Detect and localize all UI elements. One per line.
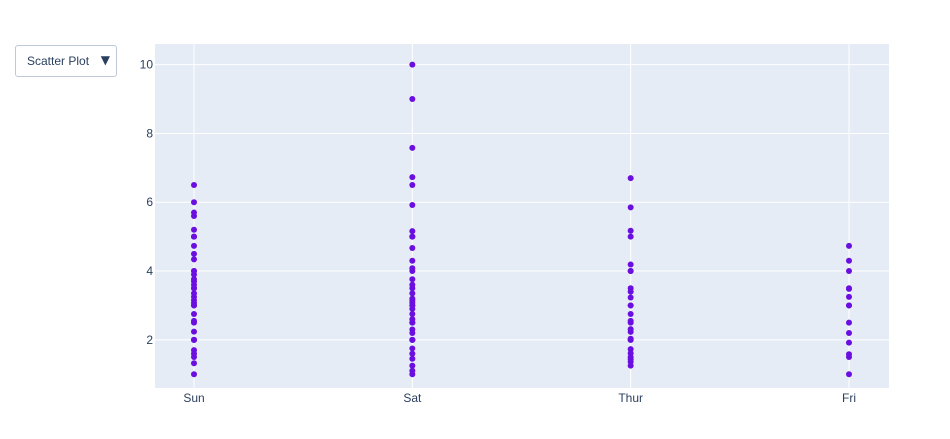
y-tick-label: 2 <box>146 333 153 347</box>
data-point <box>627 285 634 292</box>
data-point <box>846 285 852 292</box>
data-point <box>846 351 852 358</box>
data-point <box>409 233 416 240</box>
data-point <box>846 293 852 300</box>
data-point <box>191 317 197 324</box>
y-axis-tick-labels: 2 4 6 8 10 <box>140 58 154 347</box>
data-point <box>846 257 852 264</box>
data-point <box>627 227 634 234</box>
data-point <box>627 294 634 301</box>
data-point <box>191 360 197 367</box>
data-point <box>191 328 197 335</box>
data-point <box>409 290 416 297</box>
plot-type-dropdown[interactable]: Scatter Plot ▼ <box>15 45 117 77</box>
data-point <box>191 182 197 189</box>
data-points <box>191 61 852 378</box>
x-axis-tick-labels: Sun Sat Thur Fri <box>183 391 856 405</box>
data-point <box>627 317 634 324</box>
data-point <box>627 233 634 240</box>
data-point <box>409 182 416 189</box>
data-point <box>191 347 197 354</box>
data-point <box>409 61 416 68</box>
data-point <box>409 201 416 208</box>
y-tick-label: 4 <box>146 264 153 278</box>
data-point <box>409 355 416 362</box>
data-point <box>627 326 634 333</box>
x-tick-label: Thur <box>618 391 643 405</box>
data-point <box>409 316 416 323</box>
y-tick-label: 8 <box>146 126 153 140</box>
data-point <box>409 350 416 357</box>
data-point <box>846 302 852 309</box>
data-point <box>846 319 852 326</box>
data-point <box>627 302 634 309</box>
data-point <box>191 336 197 343</box>
data-point <box>191 242 197 249</box>
data-point <box>627 311 634 318</box>
data-point <box>846 329 852 336</box>
data-point <box>191 209 197 216</box>
plot-type-dropdown-label: Scatter Plot <box>27 54 90 68</box>
data-point <box>409 244 416 251</box>
plot-area <box>155 44 889 388</box>
data-point <box>409 144 416 151</box>
data-point <box>191 256 197 263</box>
data-point <box>627 335 634 342</box>
data-point <box>409 257 416 264</box>
data-point <box>409 367 416 374</box>
data-point <box>409 311 416 318</box>
data-point <box>627 261 634 268</box>
data-point <box>191 199 197 206</box>
data-point <box>191 233 197 240</box>
data-point <box>191 371 197 378</box>
data-point <box>846 268 852 275</box>
data-point <box>627 204 634 211</box>
data-point <box>191 276 197 283</box>
x-tick-label: Sun <box>183 391 204 405</box>
data-point <box>627 175 634 182</box>
y-tick-label: 6 <box>146 195 153 209</box>
data-point <box>409 336 416 343</box>
data-point <box>409 96 416 103</box>
data-point <box>409 174 416 181</box>
x-tick-label: Fri <box>842 391 856 405</box>
data-point <box>409 326 416 333</box>
data-point <box>191 250 197 257</box>
data-point <box>627 346 634 353</box>
data-point <box>627 350 634 357</box>
data-point <box>191 311 197 318</box>
data-point <box>409 281 416 288</box>
data-point <box>191 226 197 233</box>
x-tick-label: Sat <box>403 391 422 405</box>
data-point <box>846 242 852 249</box>
data-point <box>846 371 852 378</box>
data-point <box>191 290 197 297</box>
data-point <box>409 265 416 272</box>
data-point <box>409 228 416 235</box>
data-point <box>627 268 634 275</box>
data-point <box>409 345 416 352</box>
data-point <box>191 268 197 275</box>
y-tick-label: 10 <box>140 58 154 72</box>
data-point <box>409 362 416 369</box>
data-point <box>409 276 416 283</box>
triangle-down-icon: ▼ <box>100 53 110 67</box>
data-point <box>846 339 852 346</box>
data-point <box>409 295 416 302</box>
